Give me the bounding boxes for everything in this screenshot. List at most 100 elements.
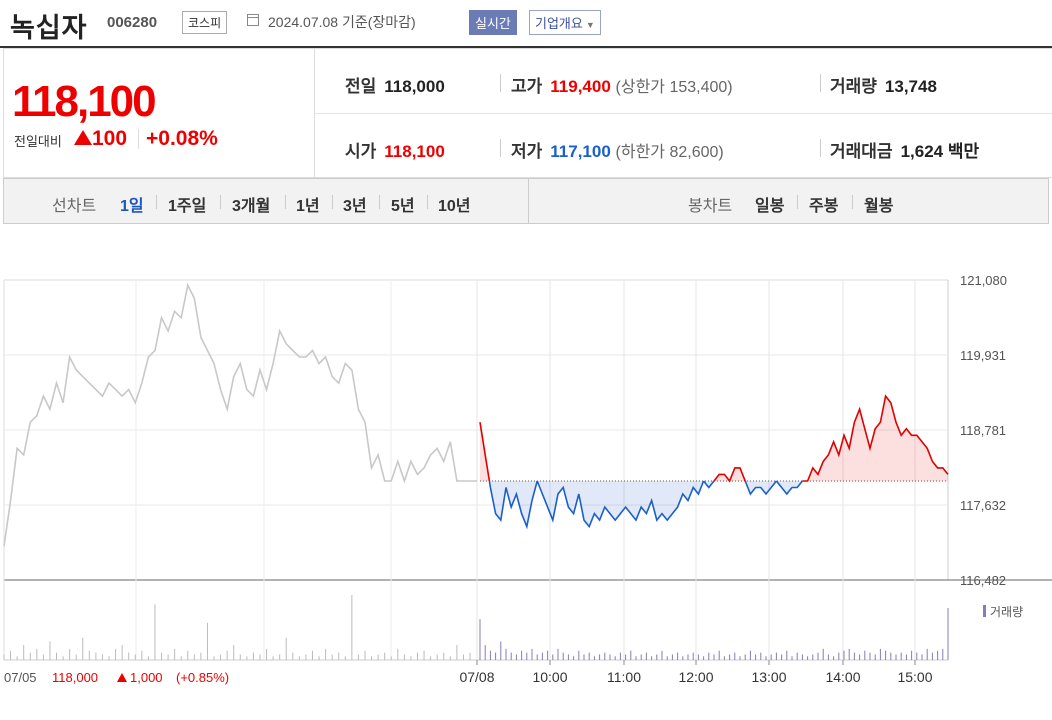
divider (220, 195, 221, 209)
x-tick-label: 12:00 (678, 669, 713, 685)
down-area (703, 480, 714, 488)
stock-header: 녹십자 006280 코스피 2024.07.08 기준(장마감) 실시간 기업… (0, 0, 1052, 48)
chart-period-bar: 선차트 1일 1주일 3개월 1년 3년 5년 10년 봉차트 일봉 주봉 월봉 (3, 178, 1049, 224)
company-overview-button[interactable]: 기업개요 ▼ (529, 10, 601, 35)
calendar-icon (247, 14, 259, 26)
open-label: 시가 (345, 142, 377, 161)
price-chart[interactable]: 121,080 119,931 118,781 117,632 116,482 07/05… (0, 250, 1052, 715)
price-chart-svg: 121,080 119,931 118,781 117,632 116,482 07/05… (3, 273, 1052, 685)
period-tab-5y[interactable]: 5년 (391, 198, 415, 215)
amount-cell: 거래대금 1,624 백만 (830, 137, 979, 162)
quote-date: 2024.07.08 기준(장마감) (268, 14, 416, 30)
today-line-down (488, 480, 538, 530)
low-value: 117,100 (550, 142, 611, 161)
up-area (802, 396, 948, 481)
diff-label: 전일대비 (14, 134, 62, 149)
low-label: 저가 (511, 142, 543, 161)
today-line-up (479, 422, 491, 482)
divider (820, 74, 821, 92)
period-tab-1w[interactable]: 1주일 (168, 198, 207, 215)
divider (820, 139, 821, 157)
up-triangle-icon (74, 130, 92, 145)
quote-details: 전일 118,000 고가 119,400 (상한가 153,400) 거래량 13,… (315, 48, 1052, 178)
divider (500, 74, 501, 92)
volume-legend: 거래량 (990, 605, 1023, 619)
divider (315, 113, 1052, 114)
upper-limit: (상한가 153,400) (615, 79, 733, 96)
high-value: 119,400 (550, 77, 611, 96)
prev-close-cell: 전일 118,000 (345, 72, 445, 97)
up-area (714, 467, 746, 481)
prev-day-close: 118,000 (52, 670, 98, 685)
today-line-down (775, 480, 804, 496)
period-tab-1d[interactable]: 1일 (120, 198, 144, 215)
y-tick-label: 117,632 (960, 498, 1006, 513)
high-cell: 고가 119,400 (상한가 153,400) (511, 72, 733, 97)
y-tick-label: 119,931 (960, 348, 1006, 363)
stock-name: 녹십자 (10, 13, 88, 43)
divider (332, 195, 333, 209)
today-line-up (802, 394, 949, 482)
amount-unit: 백만 (947, 142, 980, 161)
amount-label: 거래대금 (830, 142, 893, 161)
x-tick-label: 11:00 (607, 669, 641, 685)
y-tick-label: 118,781 (960, 423, 1006, 438)
period-tab-10y[interactable]: 10년 (438, 198, 471, 215)
prev-day-line (3, 282, 477, 547)
diff-value-number: 100 (92, 127, 128, 150)
divider (528, 179, 529, 223)
x-tick-label: 10:00 (532, 669, 567, 685)
divider (156, 195, 157, 209)
open-value: 118,100 (384, 142, 445, 161)
amount-value: 1,624 (900, 142, 944, 161)
down-area (537, 480, 704, 527)
volume-legend-swatch (983, 605, 986, 617)
today-line-down (536, 480, 705, 529)
divider (285, 195, 286, 209)
lower-limit: (하한가 82,600) (615, 144, 724, 161)
dropdown-caret-icon: ▼ (585, 20, 595, 30)
open-cell: 시가 118,100 (345, 137, 445, 162)
candle-tab-daily[interactable]: 일봉 (755, 198, 785, 215)
divider (427, 195, 428, 209)
high-label: 고가 (511, 77, 543, 96)
current-price-box: 118,100 전일대비 100 +0.08% (3, 48, 315, 178)
quote-panel: 118,100 전일대비 100 +0.08% 전일 118,000 고가 119,… (3, 48, 1052, 178)
down-area (776, 480, 803, 494)
x-tick-label: 15:00 (897, 669, 932, 685)
x-tick-label: 14:00 (825, 669, 860, 685)
prev-day-pct: (+0.85%) (176, 670, 229, 685)
up-area (480, 422, 490, 481)
period-tab-3m[interactable]: 3개월 (232, 198, 271, 215)
x-tick-label: 13:00 (751, 669, 786, 685)
up-triangle-icon (117, 673, 127, 682)
stock-code: 006280 (107, 14, 158, 31)
divider (797, 195, 798, 209)
volume-label: 거래량 (830, 77, 877, 96)
today-line-down (744, 480, 778, 496)
prev-day-change: 1,000 (130, 670, 163, 685)
low-cell: 저가 117,100 (하한가 82,600) (511, 137, 724, 162)
realtime-button[interactable]: 실시간 (469, 10, 517, 35)
period-tab-1y[interactable]: 1년 (296, 198, 320, 215)
diff-value: 100 (74, 127, 127, 151)
market-badge: 코스피 (182, 11, 228, 34)
diff-percent: +0.08% (146, 127, 218, 150)
line-chart-label: 선차트 (52, 198, 97, 215)
period-tab-3y[interactable]: 3년 (343, 198, 367, 215)
candle-tab-monthly[interactable]: 월봉 (864, 198, 894, 215)
volume-cell: 거래량 13,748 (830, 72, 937, 97)
candle-tab-weekly[interactable]: 주봉 (809, 198, 839, 215)
y-tick-label: 116,482 (960, 573, 1006, 588)
prev-close-label: 전일 (345, 77, 377, 96)
x-tick-label: 07/08 (459, 669, 494, 685)
divider (138, 129, 139, 149)
today-line-up (713, 467, 746, 483)
candle-chart-label: 봉차트 (688, 198, 733, 215)
divider (852, 195, 853, 209)
divider (379, 195, 380, 209)
y-tick-label: 121,080 (960, 273, 1007, 288)
current-price: 118,100 (12, 77, 157, 126)
company-overview-label: 기업개요 (535, 16, 583, 31)
prev-close-value: 118,000 (384, 77, 445, 96)
